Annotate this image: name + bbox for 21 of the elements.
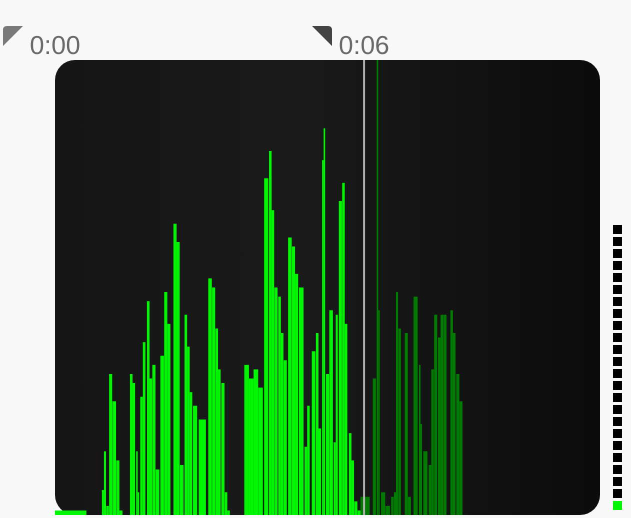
bar bbox=[146, 301, 150, 515]
bar bbox=[342, 182, 345, 515]
x-tick-label: 0:06 bbox=[338, 30, 390, 60]
bar bbox=[443, 314, 446, 515]
bar bbox=[109, 374, 112, 515]
bar bbox=[164, 292, 168, 515]
bar bbox=[130, 374, 133, 515]
bar bbox=[396, 292, 398, 515]
bar bbox=[152, 364, 156, 515]
bar bbox=[307, 406, 310, 515]
bar bbox=[104, 451, 106, 515]
bar bbox=[208, 278, 212, 515]
bar bbox=[450, 310, 453, 515]
bar bbox=[434, 314, 438, 515]
bar bbox=[414, 296, 418, 515]
bar bbox=[316, 333, 318, 515]
bar bbox=[329, 310, 333, 515]
bar bbox=[440, 314, 444, 515]
bar bbox=[404, 333, 408, 515]
x-tick-label: 0:00 bbox=[30, 30, 80, 60]
bar bbox=[173, 224, 177, 515]
